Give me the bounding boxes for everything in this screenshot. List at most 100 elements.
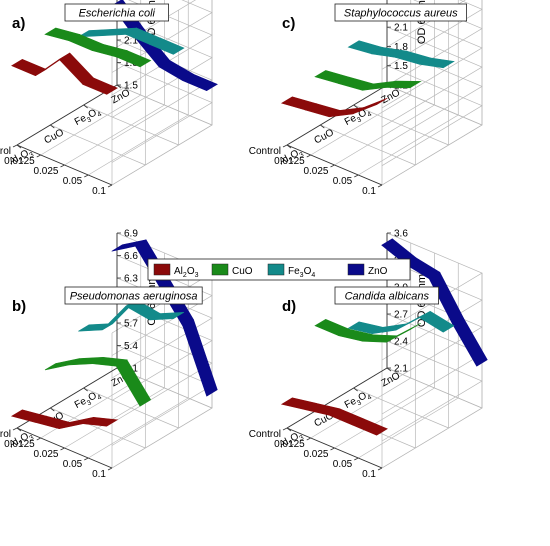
- title-frame: [64, 3, 169, 22]
- grid-line: [111, 84, 213, 186]
- grid-line: [381, 340, 483, 442]
- y-tick: [353, 104, 358, 109]
- grid-line: [381, 124, 483, 186]
- x-tick: [107, 467, 113, 471]
- x-tick: [306, 437, 311, 441]
- x-tick: [12, 144, 18, 148]
- grid-line: [334, 387, 435, 449]
- data-ribbon-segment: [78, 323, 113, 332]
- legend-label: Fe3O4: [288, 266, 315, 279]
- series-Al2O3: [11, 52, 118, 95]
- data-ribbon-segment: [347, 40, 384, 55]
- data-ribbon-segment: [314, 318, 351, 337]
- z-tick-label: 6.9: [124, 229, 138, 240]
- z-tick-label: 2.7: [124, 0, 138, 2]
- chart-title: Candida albicans: [345, 291, 430, 303]
- legend-swatch: [211, 263, 229, 276]
- legend-label: CuO: [232, 266, 253, 277]
- x-tick: [282, 427, 288, 431]
- y-tick: [386, 367, 392, 372]
- grid-line: [353, 387, 449, 429]
- x-tick-label: 0.0125: [274, 439, 305, 450]
- y-tick: [16, 427, 22, 432]
- x-tick-label: 0.0125: [4, 156, 35, 167]
- x-tick: [377, 467, 383, 471]
- x-tick: [330, 164, 335, 168]
- data-ribbon-segment: [58, 52, 95, 85]
- y-tick: [286, 427, 292, 432]
- x-tick: [377, 184, 383, 188]
- grid-line: [334, 104, 435, 166]
- y-tick: [116, 84, 122, 89]
- series-CuO: [314, 70, 422, 91]
- series-CuO: [314, 318, 421, 343]
- x-tick: [84, 457, 89, 461]
- grid-line: [320, 124, 416, 166]
- title-frame: [334, 3, 468, 22]
- z-tick-label: 1.8: [394, 42, 408, 53]
- y-tick: [16, 144, 22, 149]
- x-tick: [282, 144, 288, 148]
- z-tick-label: 2.7: [394, 310, 408, 321]
- organism-title-box: Escherichia coli: [64, 3, 169, 22]
- x-tick: [36, 154, 41, 158]
- legend-label: Al2O3: [174, 266, 199, 279]
- x-tick-label: 0.05: [333, 459, 353, 470]
- data-ribbon-segment: [314, 70, 351, 84]
- chart-panel-1: 0.10.050.0250.0125ControlAl2O3CuOFe3O4Zn…: [0, 0, 218, 197]
- grid-line: [381, 407, 483, 469]
- legend-entry-Fe3O4: Fe3O4: [267, 263, 315, 279]
- x-tick-label: 0.1: [92, 186, 106, 197]
- axes: 0.10.050.0250.0125ControlAl2O3CuOFe3O4Zn…: [249, 0, 428, 197]
- grid-line: [64, 104, 165, 166]
- legend-swatch: [347, 263, 365, 276]
- data-ribbon-segment: [347, 321, 384, 335]
- panel-label: d): [282, 298, 296, 315]
- grid-line: [386, 367, 483, 409]
- series-Fe3O4: [347, 310, 455, 335]
- x-tick: [330, 447, 335, 451]
- z-tick-label: 2.1: [394, 23, 408, 34]
- y-tick: [50, 124, 55, 129]
- y-tick: [320, 124, 325, 129]
- grid-line: [50, 124, 146, 166]
- series-Al2O3: [280, 397, 388, 436]
- grid-line: [111, 407, 213, 469]
- legend-label: ZnO: [368, 266, 388, 277]
- grid-line: [381, 367, 483, 469]
- data-ribbon-segment: [280, 397, 317, 411]
- x-tick-label: 0.025: [33, 166, 58, 177]
- title-frame: [64, 286, 203, 305]
- series-ZnO: [381, 238, 488, 367]
- legend-entry-CuO: CuO: [211, 263, 253, 277]
- z-tick-label: 6.6: [124, 251, 138, 262]
- y-axis-line: [286, 367, 388, 429]
- x-tick-label: Control: [0, 429, 11, 440]
- x-tick-label: Control: [249, 146, 281, 157]
- data-ribbon-segment: [111, 239, 147, 252]
- x-tick-label: 0.1: [92, 469, 106, 480]
- x-tick-label: 0.025: [33, 449, 58, 460]
- grid-line: [381, 84, 483, 186]
- chart-title: Escherichia coli: [79, 8, 156, 20]
- grid-line: [88, 114, 189, 176]
- title-frame: [334, 286, 439, 305]
- data-ribbon-segment: [280, 96, 317, 111]
- y-tick: [353, 387, 358, 392]
- series-group: [280, 238, 488, 436]
- series-Al2O3: [280, 96, 388, 118]
- x-tick-label: 0.025: [303, 449, 328, 460]
- z-tick-label: 2.1: [124, 36, 138, 47]
- y-tick: [286, 144, 292, 149]
- series-CuO: [44, 27, 152, 68]
- grid-line: [116, 84, 213, 126]
- legend-entry-Al2O3: Al2O3: [153, 263, 199, 279]
- chart-panels: 0.10.050.0250.0125ControlAl2O3CuOFe3O4Zn…: [0, 0, 488, 481]
- z-tick-label: 5.4: [124, 341, 138, 352]
- x-tick: [107, 184, 113, 188]
- x-tick: [60, 164, 65, 168]
- grid-line: [83, 387, 179, 429]
- axes: 0.10.050.0250.0125ControlAl2O3CuOFe3O4Zn…: [0, 229, 158, 481]
- x-tick-label: Control: [249, 429, 281, 440]
